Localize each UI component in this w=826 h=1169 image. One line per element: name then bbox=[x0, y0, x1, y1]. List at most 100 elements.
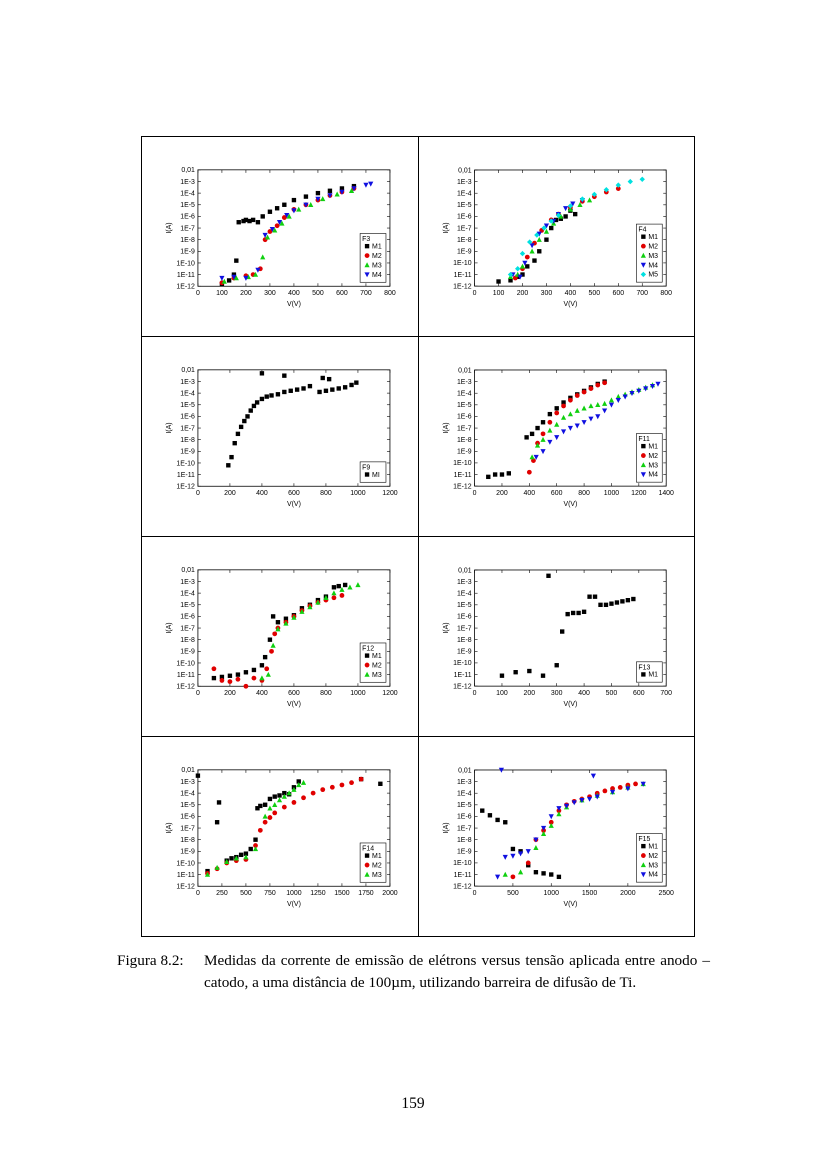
y-tick-label: 1E-4 bbox=[457, 590, 472, 597]
y-tick-label: 1E-8 bbox=[180, 837, 195, 844]
x-axis-label: V(V) bbox=[563, 901, 577, 908]
data-point bbox=[347, 584, 353, 590]
data-point bbox=[275, 626, 281, 632]
y-tick-label: 1E-10 bbox=[176, 860, 195, 867]
data-point bbox=[499, 472, 505, 477]
data-point bbox=[540, 831, 547, 837]
data-point bbox=[219, 678, 225, 683]
x-tick-label: 800 bbox=[578, 490, 590, 497]
data-point bbox=[282, 202, 287, 207]
y-tick-label: 1E-5 bbox=[457, 802, 472, 809]
legend-entry-label: M2 bbox=[372, 662, 382, 669]
data-point bbox=[291, 197, 297, 203]
legend-entry-label: M1 bbox=[648, 443, 658, 450]
data-point bbox=[587, 594, 592, 599]
y-tick-label: 1E-8 bbox=[457, 637, 472, 644]
data-point bbox=[507, 271, 514, 278]
data-point bbox=[602, 788, 608, 794]
data-point bbox=[307, 383, 313, 389]
data-point bbox=[303, 202, 309, 208]
x-tick-label: 1000 bbox=[544, 890, 560, 897]
y-tick-label: 1E-7 bbox=[457, 425, 472, 432]
x-axis-label: V(V) bbox=[287, 301, 301, 308]
chart-panel-f11: 0,01 1E-3 1E-4 1E-5 1E-6 1E-7 1E-8 1E-9 1E-10 1E-… bbox=[418, 336, 695, 537]
x-tick-label: 200 bbox=[517, 290, 529, 297]
data-point bbox=[267, 796, 273, 802]
legend-entry-label: M1 bbox=[372, 243, 382, 250]
legend-entry-label: MI bbox=[372, 472, 380, 479]
data-point bbox=[317, 389, 322, 395]
data-point bbox=[269, 227, 275, 232]
legend-title: F12 bbox=[362, 645, 374, 652]
data-point bbox=[283, 616, 289, 621]
data-point bbox=[334, 191, 340, 197]
data-point bbox=[259, 396, 265, 402]
data-point bbox=[262, 819, 268, 825]
data-point bbox=[255, 267, 261, 273]
x-tick-label: 100 bbox=[216, 290, 228, 297]
data-point bbox=[252, 846, 259, 852]
series-m2 bbox=[219, 186, 357, 286]
data-point bbox=[515, 266, 521, 272]
legend-box bbox=[636, 833, 663, 883]
data-point bbox=[595, 382, 601, 388]
data-point bbox=[547, 439, 553, 445]
series-m2 bbox=[510, 781, 638, 880]
data-point bbox=[498, 767, 505, 773]
data-point bbox=[339, 186, 345, 191]
data-point bbox=[586, 796, 593, 802]
y-tick-label: 1E-9 bbox=[180, 249, 195, 256]
y-tick-label: 1E-5 bbox=[180, 202, 195, 209]
data-point bbox=[499, 673, 505, 678]
data-point bbox=[560, 414, 567, 420]
y-tick-label: 1E-11 bbox=[454, 872, 472, 879]
y-tick-label: 1E-7 bbox=[180, 625, 195, 632]
legend-marker bbox=[364, 272, 370, 278]
data-point bbox=[518, 869, 524, 875]
y-tick-label: 1E-3 bbox=[457, 779, 472, 786]
data-point bbox=[320, 196, 326, 202]
data-point bbox=[327, 193, 333, 199]
chart-svg: 0,01 1E-3 1E-4 1E-5 1E-6 1E-7 1E-8 1E-9 1E-10 1E-… bbox=[166, 167, 396, 308]
data-point bbox=[553, 217, 559, 223]
data-point bbox=[354, 380, 359, 385]
y-tick-label: 1E-11 bbox=[454, 472, 472, 479]
y-tick-label: 1E-8 bbox=[457, 237, 472, 244]
data-point bbox=[281, 793, 287, 799]
series-m1 bbox=[496, 208, 578, 284]
data-point bbox=[282, 389, 287, 395]
data-point bbox=[577, 202, 583, 208]
data-point bbox=[594, 794, 600, 800]
data-point bbox=[315, 190, 321, 196]
data-point bbox=[527, 239, 533, 245]
data-point bbox=[233, 275, 239, 281]
data-point bbox=[235, 431, 241, 437]
y-tick-label: 1E-10 bbox=[176, 460, 195, 467]
data-point bbox=[576, 610, 581, 616]
data-point bbox=[519, 263, 526, 269]
data-point bbox=[496, 279, 501, 284]
x-tick-label: 400 bbox=[578, 690, 590, 697]
data-point bbox=[615, 398, 621, 403]
legend-marker bbox=[640, 453, 646, 458]
x-tick-label: 800 bbox=[320, 490, 332, 497]
legend-marker bbox=[640, 862, 646, 868]
legend-marker bbox=[640, 462, 646, 468]
data-point bbox=[238, 424, 244, 430]
data-point bbox=[274, 223, 280, 229]
data-point bbox=[502, 854, 508, 860]
data-point bbox=[574, 423, 580, 429]
data-point bbox=[532, 258, 537, 263]
data-point bbox=[515, 274, 520, 280]
data-point bbox=[586, 197, 593, 203]
y-tick-label: 1E-7 bbox=[457, 825, 472, 832]
data-point bbox=[518, 851, 524, 857]
data-point bbox=[300, 779, 307, 785]
data-point bbox=[617, 785, 623, 790]
data-point bbox=[579, 798, 585, 803]
legend-marker bbox=[364, 253, 370, 258]
x-tick-label: 250 bbox=[216, 890, 228, 897]
data-point bbox=[588, 416, 594, 422]
